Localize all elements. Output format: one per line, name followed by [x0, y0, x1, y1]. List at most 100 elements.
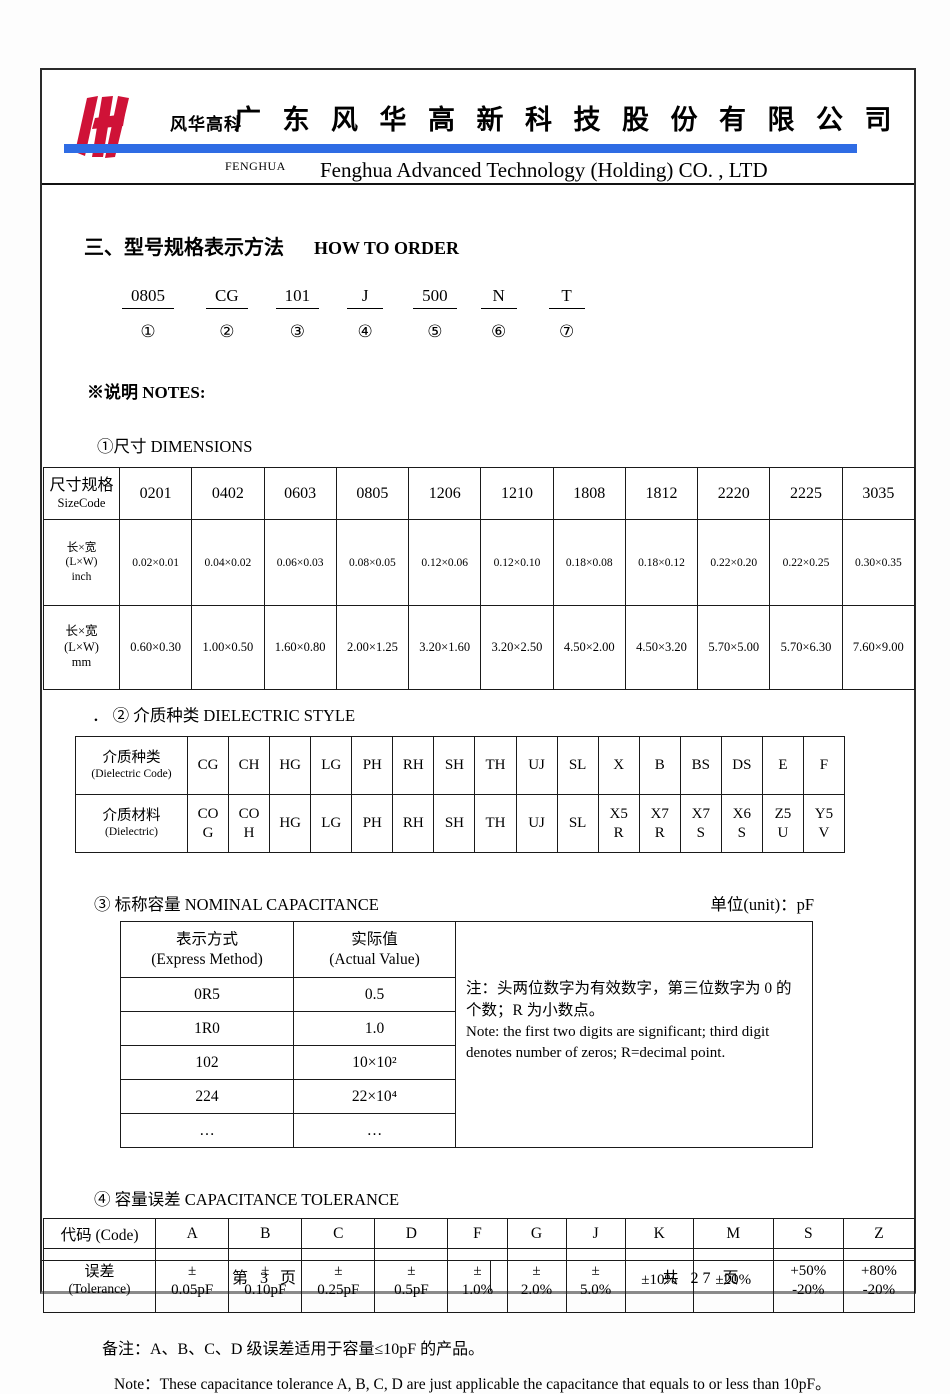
capacitance-table: 表示方式 (Express Method) 实际值 (Actual Value)…: [120, 921, 813, 1148]
table-cell: BS: [679, 736, 722, 795]
table-cell: ±1.0%: [447, 1248, 508, 1313]
table-cell: ±2.0%: [506, 1248, 567, 1313]
table-cell: X7 R: [638, 794, 681, 853]
table-cell: UJ: [515, 736, 558, 795]
material-line: SH: [444, 815, 464, 832]
row-header: 长×宽 (L×W) mm: [43, 605, 120, 690]
table-cell: E: [761, 736, 804, 795]
table-cell: 0.22×0.20: [697, 519, 771, 606]
material-line: LG: [321, 815, 342, 832]
row-header-cn: 介质种类: [102, 750, 161, 767]
row-header-en: SizeCode: [57, 495, 106, 510]
order-part: CG ②: [206, 286, 248, 342]
row-header-unit: inch: [71, 570, 92, 583]
tolerance-line: -20%: [862, 1281, 896, 1298]
table-cell: 0402: [191, 467, 265, 520]
capacitance-unit-label: 单位(unit)：pF: [710, 895, 814, 914]
table-cell: Z5 U: [761, 794, 804, 853]
table-cell: 2225: [769, 467, 843, 520]
material-line: HG: [279, 815, 301, 832]
order-code-segment: J: [347, 286, 384, 309]
table-cell: RH: [392, 794, 435, 853]
brand-name: FENGHUA: [225, 159, 286, 173]
table-cell: 0.18×0.08: [552, 519, 626, 606]
table-cell: B: [228, 1218, 303, 1249]
table-cell: …: [120, 1113, 294, 1148]
column-header: 表示方式 (Express Method): [120, 921, 294, 978]
table-cell: 0.12×0.06: [408, 519, 482, 606]
material-line: V: [818, 824, 830, 841]
datasheet-page: 风华高科 广 东 风 华 高 新 科 技 股 份 有 限 公 司 FENGHUA…: [40, 68, 916, 1393]
tolerance-line: 0.25pF: [317, 1281, 360, 1298]
dielectric-table: 介质种类 (Dielectric Code) CG CH HG LG PH RH…: [75, 736, 846, 853]
table-cell: SH: [433, 794, 476, 853]
table-cell: Y5 V: [802, 794, 846, 853]
order-circle-number: ⑥: [491, 322, 507, 341]
tolerance-line: ±: [473, 1262, 482, 1279]
column-header-cn: 表示方式: [175, 931, 238, 949]
table-cell: B: [638, 736, 681, 795]
table-cell: CG: [186, 736, 230, 795]
table-cell: X5 R: [597, 794, 640, 853]
material-line: S: [696, 824, 705, 841]
table-cell: LG: [310, 736, 353, 795]
material-line: H: [243, 824, 255, 841]
table-cell: 0.06×0.03: [263, 519, 337, 606]
tolerance-line: 0.05pF: [171, 1281, 214, 1298]
table-cell: F: [447, 1218, 508, 1249]
table-cell: 102: [120, 1045, 294, 1080]
row-header-cn: 介质材料: [102, 808, 161, 825]
table-cell: DS: [720, 736, 763, 795]
tolerance-line: ±20%: [715, 1272, 752, 1289]
company-name-cn: 广 东 风 华 高 新 科 技 股 份 有 限 公 司: [234, 105, 899, 135]
dimensions-table: 尺寸规格 SizeCode 0201 0402 0603 0805 1206 1…: [43, 467, 916, 690]
table-cell: A: [155, 1218, 230, 1249]
order-circle-number: ⑦: [559, 322, 575, 341]
notes-label: ※说明 NOTES:: [87, 383, 206, 402]
table-cell: 0.60×0.30: [118, 605, 193, 690]
table-cell: 3.20×2.50: [480, 605, 554, 690]
dimensions-heading: ①尺寸 DIMENSIONS: [97, 437, 253, 456]
tolerance-heading: ④ 容量误差 CAPACITANCE TOLERANCE: [94, 1190, 400, 1209]
table-row: 尺寸规格 SizeCode 0201 0402 0603 0805 1206 1…: [43, 467, 916, 520]
table-cell: X6 S: [720, 794, 763, 853]
material-line: S: [737, 824, 747, 841]
logo-text: 风华高科: [170, 115, 242, 134]
table-cell: 0.18×0.12: [624, 519, 699, 606]
table-cell: 10×10²: [293, 1045, 456, 1080]
table-cell: 1.60×0.80: [263, 605, 337, 690]
capacitance-heading: ③ 标称容量 NOMINAL CAPACITANCE: [94, 895, 379, 914]
table-row: … …: [120, 1113, 813, 1148]
order-part: T ⑦: [548, 286, 585, 342]
row-header: 代码 (Code): [42, 1218, 157, 1249]
column-header: 实际值 (Actual Value): [293, 921, 456, 978]
tolerance-line: ±10%: [641, 1272, 678, 1289]
material-line: U: [777, 824, 789, 841]
table-cell: ±0.25pF: [301, 1248, 376, 1313]
section-title: 三、型号规格表示方法 HOW TO ORDER: [84, 231, 914, 260]
section-title-en: HOW TO ORDER: [314, 238, 460, 258]
section-title-cn: 三、型号规格表示方法: [84, 237, 284, 259]
order-circle-number: ①: [140, 322, 156, 341]
tolerance-line: 0.5pF: [394, 1281, 429, 1298]
table-cell: RH: [392, 736, 435, 795]
page-header: 风华高科 广 东 风 华 高 新 科 技 股 份 有 限 公 司 FENGHUA…: [42, 70, 914, 185]
table-cell: 0.30×0.35: [841, 519, 916, 606]
tolerance-line: ±: [261, 1262, 270, 1279]
table-cell: ±20%: [692, 1248, 774, 1313]
table-cell: 1.0: [293, 1011, 456, 1046]
table-cell: ±0.5pF: [374, 1248, 449, 1313]
material-line: RH: [402, 815, 424, 832]
table-cell: 22×10⁴: [293, 1079, 456, 1114]
capacitance-note-cell: 注：头两位数字为有效数字，第三位数字为 0 的个数；R 为小数点。 Note: …: [455, 921, 813, 1148]
table-cell: +80% -20%: [842, 1248, 916, 1313]
column-header-en: (Actual Value): [329, 950, 420, 968]
row-header-en: (Dielectric): [105, 826, 158, 839]
table-cell: X7 S: [679, 794, 722, 853]
material-line: PH: [362, 815, 382, 832]
table-row: 0R5 0.5: [120, 977, 813, 1012]
material-line: X7: [691, 805, 710, 822]
table-row: 224 22×10⁴: [120, 1079, 813, 1114]
row-header-cn: 尺寸规格: [49, 476, 114, 494]
column-header-en: (Express Method): [151, 950, 263, 968]
